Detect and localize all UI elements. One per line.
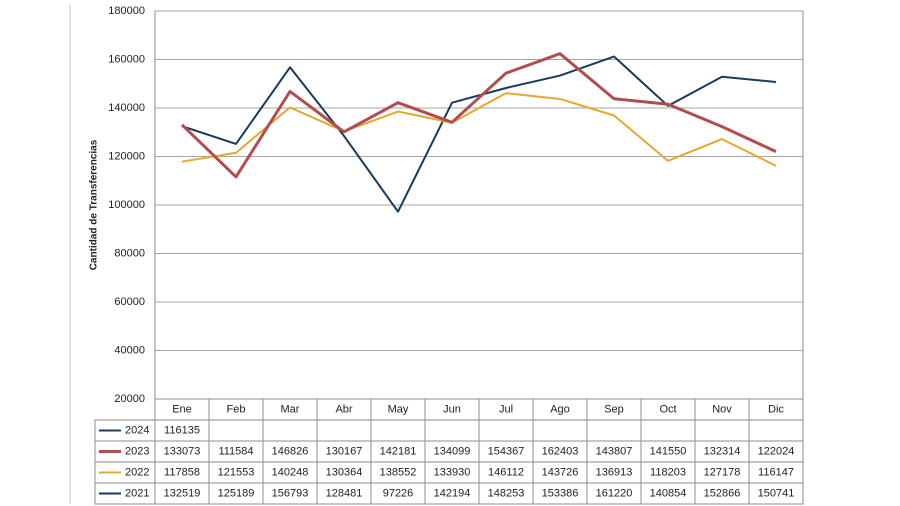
data-table-value: 152866	[704, 487, 741, 499]
x-tick-label: May	[388, 403, 409, 415]
data-table-value: 162403	[542, 445, 579, 457]
data-table-value: 128481	[326, 487, 363, 499]
data-table-value: 118203	[650, 466, 686, 478]
data-table-value: 130364	[326, 466, 363, 478]
data-table-value: 154367	[488, 445, 525, 457]
data-table-value: 161220	[596, 487, 633, 499]
data-table-value: 146112	[488, 466, 524, 478]
x-tick-label: Dic	[768, 403, 784, 415]
data-table-value: 116147	[758, 466, 794, 478]
x-tick-label: Abr	[335, 403, 352, 415]
data-table-value: 132519	[164, 487, 201, 499]
data-table-value: 140248	[272, 466, 309, 478]
data-table-value: 133930	[434, 466, 471, 478]
data-table-value: 140854	[650, 487, 687, 499]
data-table-value: 121553	[218, 466, 255, 478]
data-table-value: 143726	[542, 466, 579, 478]
x-tick-label: Mar	[281, 403, 300, 415]
data-table-value: 127178	[704, 466, 741, 478]
x-tick-label: Feb	[227, 403, 246, 415]
data-table-value: 132314	[704, 445, 741, 457]
series-line	[181, 92, 777, 167]
data-table-value: 143807	[596, 445, 633, 457]
x-tick-label: Nov	[712, 403, 732, 415]
x-tick-label: Ene	[172, 403, 192, 415]
legend-label: 2024	[125, 424, 149, 436]
y-tick-label: 140000	[108, 102, 145, 114]
x-tick-label: Sep	[604, 403, 624, 415]
data-table-value: 117858	[164, 466, 200, 478]
legend-label: 2021	[125, 487, 149, 499]
data-table-value: 146826	[272, 445, 309, 457]
y-tick-label: 40000	[114, 344, 145, 356]
y-tick-label: 80000	[114, 247, 145, 259]
series-line	[180, 52, 777, 179]
x-tick-label: Oct	[659, 403, 676, 415]
data-table-value: 111584	[218, 445, 253, 457]
data-table-value: 133073	[164, 445, 201, 457]
data-table-value: 116135	[164, 424, 200, 436]
y-tick-label: 100000	[108, 199, 145, 211]
data-table-value: 138552	[380, 466, 417, 478]
data-table-value: 97226	[383, 487, 414, 499]
data-table-value: 136913	[596, 466, 633, 478]
x-tick-label: Jun	[443, 403, 461, 415]
series-line	[181, 55, 777, 213]
data-table-value: 148253	[488, 487, 525, 499]
y-tick-label: 60000	[114, 296, 145, 308]
data-table-value: 153386	[542, 487, 579, 499]
y-tick-label: 120000	[108, 150, 145, 162]
data-table-value: 142181	[380, 445, 417, 457]
x-tick-label: Jul	[499, 403, 513, 415]
data-table-value: 142194	[434, 487, 471, 499]
y-axis-title: Cantidad de Transferencias	[89, 139, 100, 270]
y-tick-label: 180000	[108, 5, 145, 17]
data-table-value: 156793	[272, 487, 309, 499]
data-table-value: 141550	[650, 445, 687, 457]
data-table-value: 125189	[218, 487, 255, 499]
data-table-value: 122024	[758, 445, 795, 457]
y-tick-label: 20000	[114, 393, 145, 405]
x-tick-label: Ago	[550, 403, 570, 415]
data-table-value: 130167	[326, 445, 363, 457]
legend-label: 2022	[125, 466, 149, 478]
y-tick-label: 160000	[108, 53, 145, 65]
legend-label: 2023	[125, 445, 149, 457]
data-table-value: 134099	[434, 445, 471, 457]
data-table-value: 150741	[758, 487, 795, 499]
